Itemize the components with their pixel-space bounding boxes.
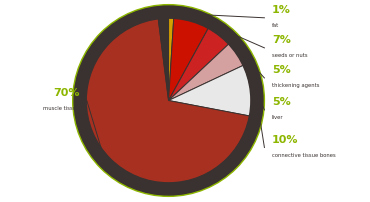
Text: fat: fat — [272, 23, 279, 28]
Text: connective tissue bones: connective tissue bones — [272, 152, 336, 157]
Wedge shape — [169, 19, 174, 101]
Text: 70%: 70% — [53, 88, 79, 98]
Text: muscle tissue: muscle tissue — [43, 105, 79, 110]
Circle shape — [73, 6, 265, 196]
Text: 1%: 1% — [272, 5, 291, 15]
Text: seeds or nuts: seeds or nuts — [272, 53, 307, 58]
Circle shape — [74, 7, 263, 195]
Text: 7%: 7% — [272, 35, 291, 45]
Text: thickening agents: thickening agents — [272, 83, 319, 88]
Wedge shape — [169, 19, 208, 101]
Text: 5%: 5% — [272, 97, 291, 107]
Wedge shape — [169, 29, 229, 101]
Text: 10%: 10% — [272, 134, 299, 144]
Text: liver: liver — [272, 114, 283, 119]
Wedge shape — [169, 45, 243, 101]
Wedge shape — [169, 66, 251, 116]
Text: 5%: 5% — [272, 65, 291, 75]
Wedge shape — [86, 19, 250, 183]
Wedge shape — [158, 19, 169, 101]
